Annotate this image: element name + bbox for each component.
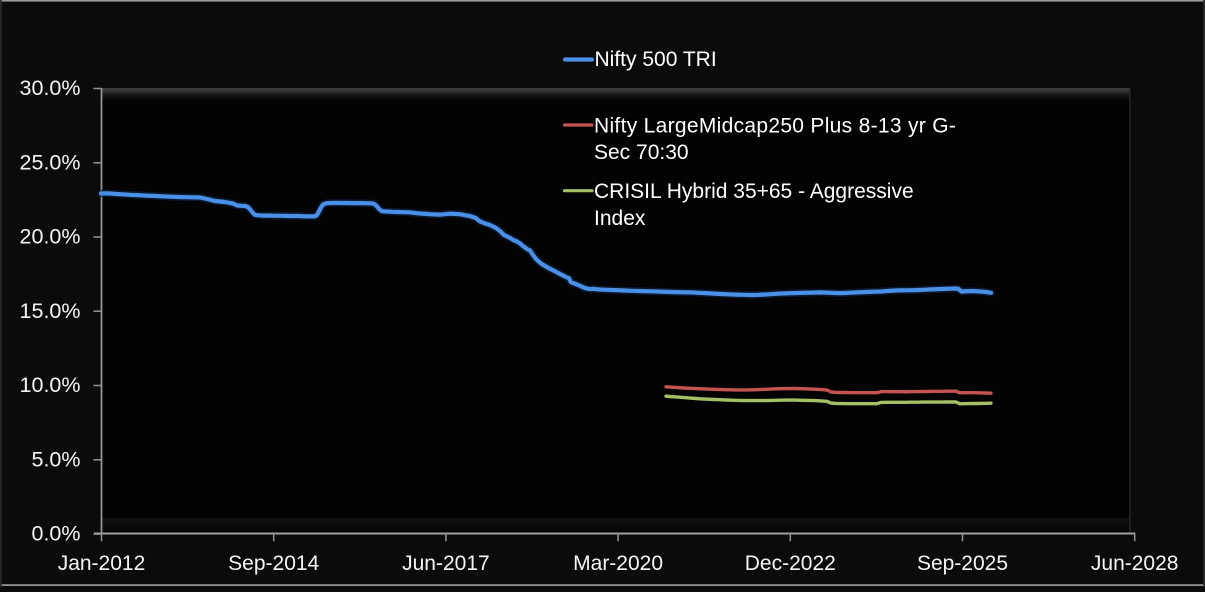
svg-text:Sep-2014: Sep-2014 [228,552,319,575]
svg-text:15.0%: 15.0% [20,299,81,323]
svg-text:CRISIL Hybrid 35+65 - Aggressi: CRISIL Hybrid 35+65 - Aggressive [594,180,914,203]
svg-text:Jan-2012: Jan-2012 [58,552,146,575]
svg-text:5.0%: 5.0% [31,447,80,471]
svg-text:Dec-2022: Dec-2022 [745,552,836,575]
svg-text:0.0%: 0.0% [31,522,80,546]
svg-text:Nifty LargeMidcap250 Plus 8-13: Nifty LargeMidcap250 Plus 8-13 yr G- [594,115,956,138]
svg-text:Index: Index [594,207,646,230]
svg-text:25.0%: 25.0% [20,150,81,174]
svg-text:Sec 70:30: Sec 70:30 [594,141,689,164]
svg-text:Mar-2020: Mar-2020 [573,552,663,575]
svg-text:Sep-2025: Sep-2025 [917,552,1008,575]
svg-text:Jun-2017: Jun-2017 [402,552,490,575]
svg-text:10.0%: 10.0% [20,373,81,397]
svg-text:Nifty 500 TRI: Nifty 500 TRI [595,48,717,71]
svg-text:30.0%: 30.0% [20,76,81,100]
svg-text:20.0%: 20.0% [20,225,81,249]
svg-text:Jun-2028: Jun-2028 [1091,552,1179,575]
